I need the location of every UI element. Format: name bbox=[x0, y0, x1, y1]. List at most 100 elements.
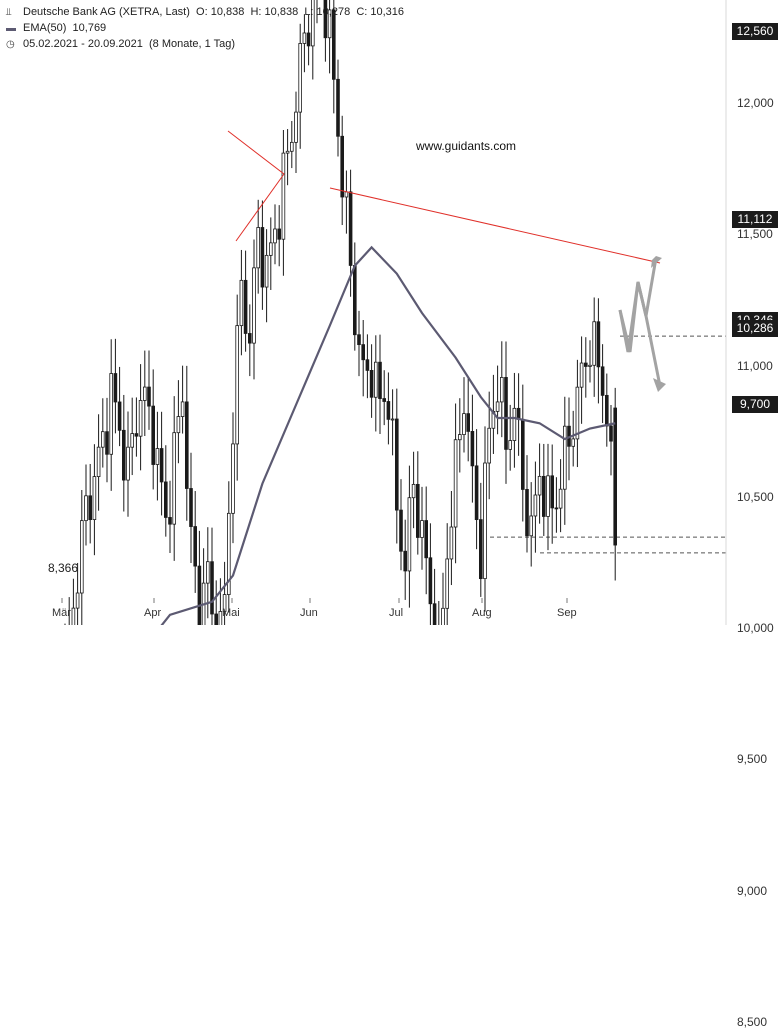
candle-body bbox=[445, 558, 449, 609]
candle-body bbox=[596, 321, 601, 368]
ema-label: EMA(50) bbox=[23, 22, 67, 34]
candle-body bbox=[310, 0, 315, 47]
candle-body bbox=[151, 405, 156, 465]
candle-body bbox=[88, 495, 93, 520]
y-tick-label: 9,500 bbox=[737, 752, 768, 767]
candle-body bbox=[428, 557, 433, 605]
candle-body bbox=[306, 32, 311, 47]
grid-lines bbox=[61, 335, 726, 603]
trend-drawings bbox=[227, 130, 666, 392]
candle-body bbox=[365, 359, 370, 371]
candle-body bbox=[575, 386, 580, 440]
candle-body bbox=[239, 279, 244, 327]
candle-body bbox=[466, 413, 470, 432]
candle-body bbox=[344, 191, 349, 198]
candle-body bbox=[75, 592, 80, 609]
candle-body bbox=[554, 507, 559, 510]
date-range-detail: (8 Monate, 1 Tag) bbox=[149, 38, 236, 50]
candle-body bbox=[138, 400, 143, 437]
candle-body bbox=[512, 407, 517, 441]
ema-swatch-icon: ▬ bbox=[6, 23, 16, 34]
x-tick-label: Mär bbox=[52, 607, 71, 619]
candle-body bbox=[420, 520, 424, 538]
candle-body bbox=[84, 495, 88, 522]
price-tag-high: 12,560 bbox=[732, 23, 778, 40]
candle-body bbox=[533, 494, 538, 517]
candle-body bbox=[294, 111, 298, 143]
y-tick-label: 10,000 bbox=[737, 621, 774, 635]
candle-body bbox=[109, 373, 114, 455]
trend-resistance-line bbox=[329, 187, 661, 264]
candle-body bbox=[92, 476, 97, 520]
ohlc-low: L: 10,278 bbox=[304, 6, 351, 18]
ema50-line bbox=[160, 245, 616, 625]
candle-body bbox=[189, 488, 193, 527]
candle-body bbox=[336, 78, 340, 137]
candle-body bbox=[172, 432, 177, 525]
candle-body bbox=[394, 418, 399, 511]
candle-body bbox=[214, 613, 219, 625]
clock-icon: ◷ bbox=[6, 39, 15, 50]
candle-body bbox=[130, 433, 135, 448]
date-range-row: ◷ 05.02.2021 - 20.09.2021 (8 Monate, 1 Ta… bbox=[6, 38, 235, 51]
candle-body bbox=[504, 377, 508, 450]
candle-body bbox=[277, 228, 281, 240]
candle-body bbox=[521, 418, 525, 490]
candle-body bbox=[571, 438, 575, 447]
x-tick-label: Aug bbox=[472, 607, 492, 619]
candle-body bbox=[432, 603, 437, 625]
candle-body bbox=[117, 401, 122, 431]
candle-body bbox=[399, 509, 403, 552]
candle-body bbox=[525, 489, 529, 537]
candle-body bbox=[373, 361, 378, 398]
candle-body bbox=[105, 431, 109, 455]
price-tag-last: 10,286 bbox=[732, 320, 778, 337]
candle-body bbox=[235, 325, 240, 445]
ohlc-high: H: 10,838 bbox=[250, 6, 299, 18]
candle-body bbox=[264, 254, 269, 288]
candle-body bbox=[71, 607, 76, 625]
y-tick-label: 8,500 bbox=[737, 1014, 768, 1029]
candle-body bbox=[424, 520, 428, 559]
candle-body bbox=[231, 443, 235, 514]
candle-body bbox=[542, 475, 546, 517]
y-tick-label: 10,500 bbox=[737, 489, 774, 504]
candle-body bbox=[101, 431, 105, 448]
candle-body bbox=[499, 377, 504, 403]
level-label: 8,366 bbox=[48, 561, 79, 575]
x-tick-label: Jul bbox=[389, 607, 404, 619]
candle-body bbox=[411, 483, 416, 499]
candle-body bbox=[386, 401, 391, 420]
candle-body bbox=[285, 150, 290, 154]
candle-body bbox=[382, 398, 386, 402]
candle-body bbox=[122, 429, 126, 481]
candle-body bbox=[378, 361, 382, 399]
x-tick-label: Mai bbox=[222, 607, 240, 619]
ema-value: 10,769 bbox=[72, 22, 107, 34]
candle-body bbox=[268, 242, 273, 256]
projection-down-arrow bbox=[618, 281, 662, 387]
price-tag-low: 9,700 bbox=[732, 396, 778, 413]
candle-body bbox=[184, 401, 189, 489]
candle-body bbox=[407, 497, 412, 572]
candle-body bbox=[462, 413, 466, 435]
candle-body bbox=[579, 362, 584, 388]
candle-body bbox=[415, 483, 420, 538]
candle-body bbox=[340, 135, 344, 198]
ohlc-open: O: 10,838 bbox=[196, 6, 245, 18]
candle-body bbox=[147, 386, 151, 407]
candle-body bbox=[176, 416, 181, 434]
candle-body bbox=[592, 321, 596, 366]
y-tick-label: 11,000 bbox=[737, 358, 773, 373]
candle-body bbox=[327, 9, 332, 39]
candle-body bbox=[609, 425, 613, 442]
candle-body bbox=[243, 279, 248, 334]
candle-body bbox=[252, 267, 256, 344]
candle-body bbox=[256, 227, 260, 269]
candle-body bbox=[96, 446, 101, 477]
x-tick-label: Apr bbox=[144, 607, 162, 619]
price-tag-resistance: 11,112 bbox=[732, 211, 778, 228]
candle-body bbox=[584, 362, 588, 367]
candle-series bbox=[64, 0, 617, 625]
candle-body bbox=[113, 373, 118, 403]
